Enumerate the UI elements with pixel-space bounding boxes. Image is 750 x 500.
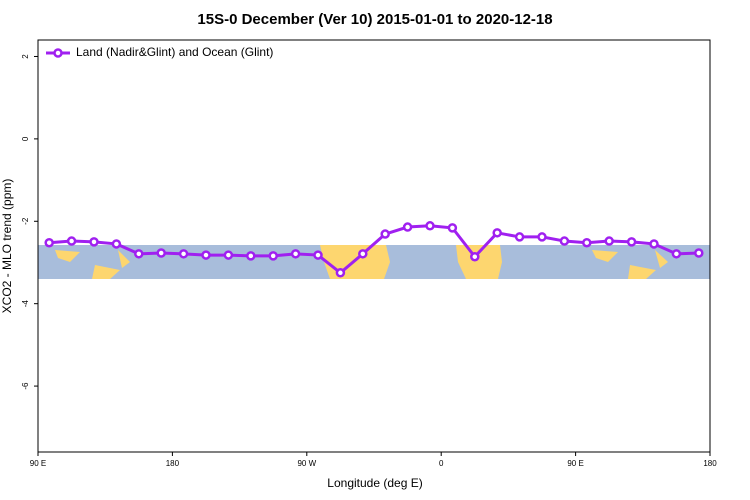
point [313, 250, 323, 260]
legend-label: Land (Nadir&Glint) and Ocean (Glint) [76, 45, 273, 59]
point [111, 239, 122, 249]
point [268, 251, 278, 261]
y-tick-label: 2 [21, 54, 30, 59]
y-axis-label: XCO2 - MLO trend (ppm) [0, 179, 14, 314]
point [447, 223, 458, 233]
point [44, 237, 54, 248]
point [178, 249, 189, 259]
point [66, 236, 77, 246]
point [290, 249, 301, 259]
legend-marker [53, 48, 63, 58]
point [358, 249, 368, 259]
point [492, 228, 502, 238]
x-tick-label: 180 [166, 459, 180, 468]
point [671, 249, 682, 259]
point [514, 232, 525, 242]
x-tick-label: 90 W [297, 459, 316, 468]
point [201, 250, 211, 260]
point [402, 222, 413, 232]
point [335, 268, 346, 278]
land [592, 250, 668, 279]
point [649, 239, 659, 249]
point [380, 229, 390, 239]
chart-title: 15S-0 December (Ver 10) 2015-01-01 to 20… [197, 11, 552, 28]
point [582, 237, 592, 248]
x-tick-label: 180 [703, 459, 717, 468]
x-tick-label: 90 E [567, 459, 583, 468]
point [425, 221, 435, 231]
point [626, 237, 637, 247]
point [604, 236, 614, 246]
plot-frame [37, 39, 711, 453]
point [246, 251, 256, 261]
x-axis-label: Longitude (deg E) [327, 476, 422, 490]
point [134, 249, 144, 259]
point [89, 237, 99, 247]
x-tick-label: 0 [439, 459, 444, 468]
y-tick-label: 0 [21, 136, 30, 141]
y-tick-label: -2 [21, 217, 30, 225]
point [559, 236, 570, 246]
land [456, 245, 502, 279]
point [470, 251, 480, 262]
point [156, 248, 166, 258]
point [694, 248, 704, 258]
y-tick-label: -4 [21, 300, 30, 308]
x-tick-label: 90 E [30, 459, 46, 468]
land [55, 250, 130, 279]
point [223, 250, 234, 260]
point [537, 232, 547, 242]
y-tick-label: -6 [21, 382, 30, 390]
map-band [38, 245, 710, 279]
